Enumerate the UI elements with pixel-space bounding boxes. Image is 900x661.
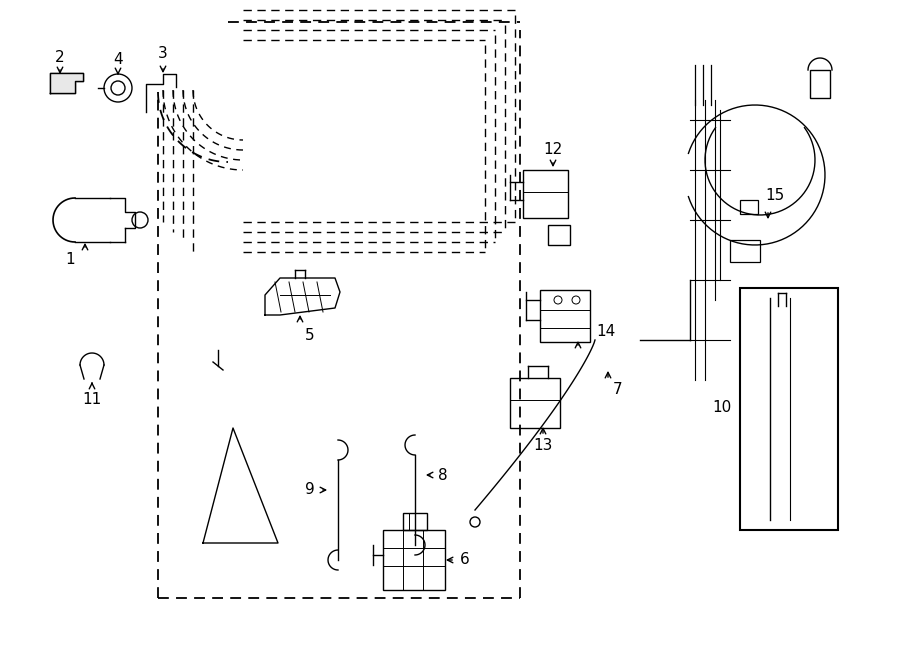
Bar [810,70,830,98]
Bar [540,290,590,342]
Bar [740,288,838,530]
Text: 13: 13 [534,438,553,453]
Bar [510,378,560,428]
Polygon shape [50,73,83,93]
Text: 8: 8 [438,467,448,483]
Text: 1: 1 [65,253,75,268]
Text: 2: 2 [55,50,65,65]
Text: 15: 15 [765,188,785,202]
Text: 7: 7 [613,383,623,397]
Text: 14: 14 [597,325,616,340]
Text: 4: 4 [113,52,122,67]
Text: 10: 10 [713,401,732,416]
Text: 9: 9 [305,483,315,498]
Text: 11: 11 [83,391,102,407]
Bar [548,225,570,245]
Text: 3: 3 [158,46,168,61]
Bar [730,240,760,262]
Text: 12: 12 [544,143,562,157]
Text: 5: 5 [305,327,315,342]
Bar [383,530,445,590]
Text: 6: 6 [460,553,470,568]
Bar [740,200,758,214]
Bar [523,170,568,218]
Bar [403,513,427,530]
